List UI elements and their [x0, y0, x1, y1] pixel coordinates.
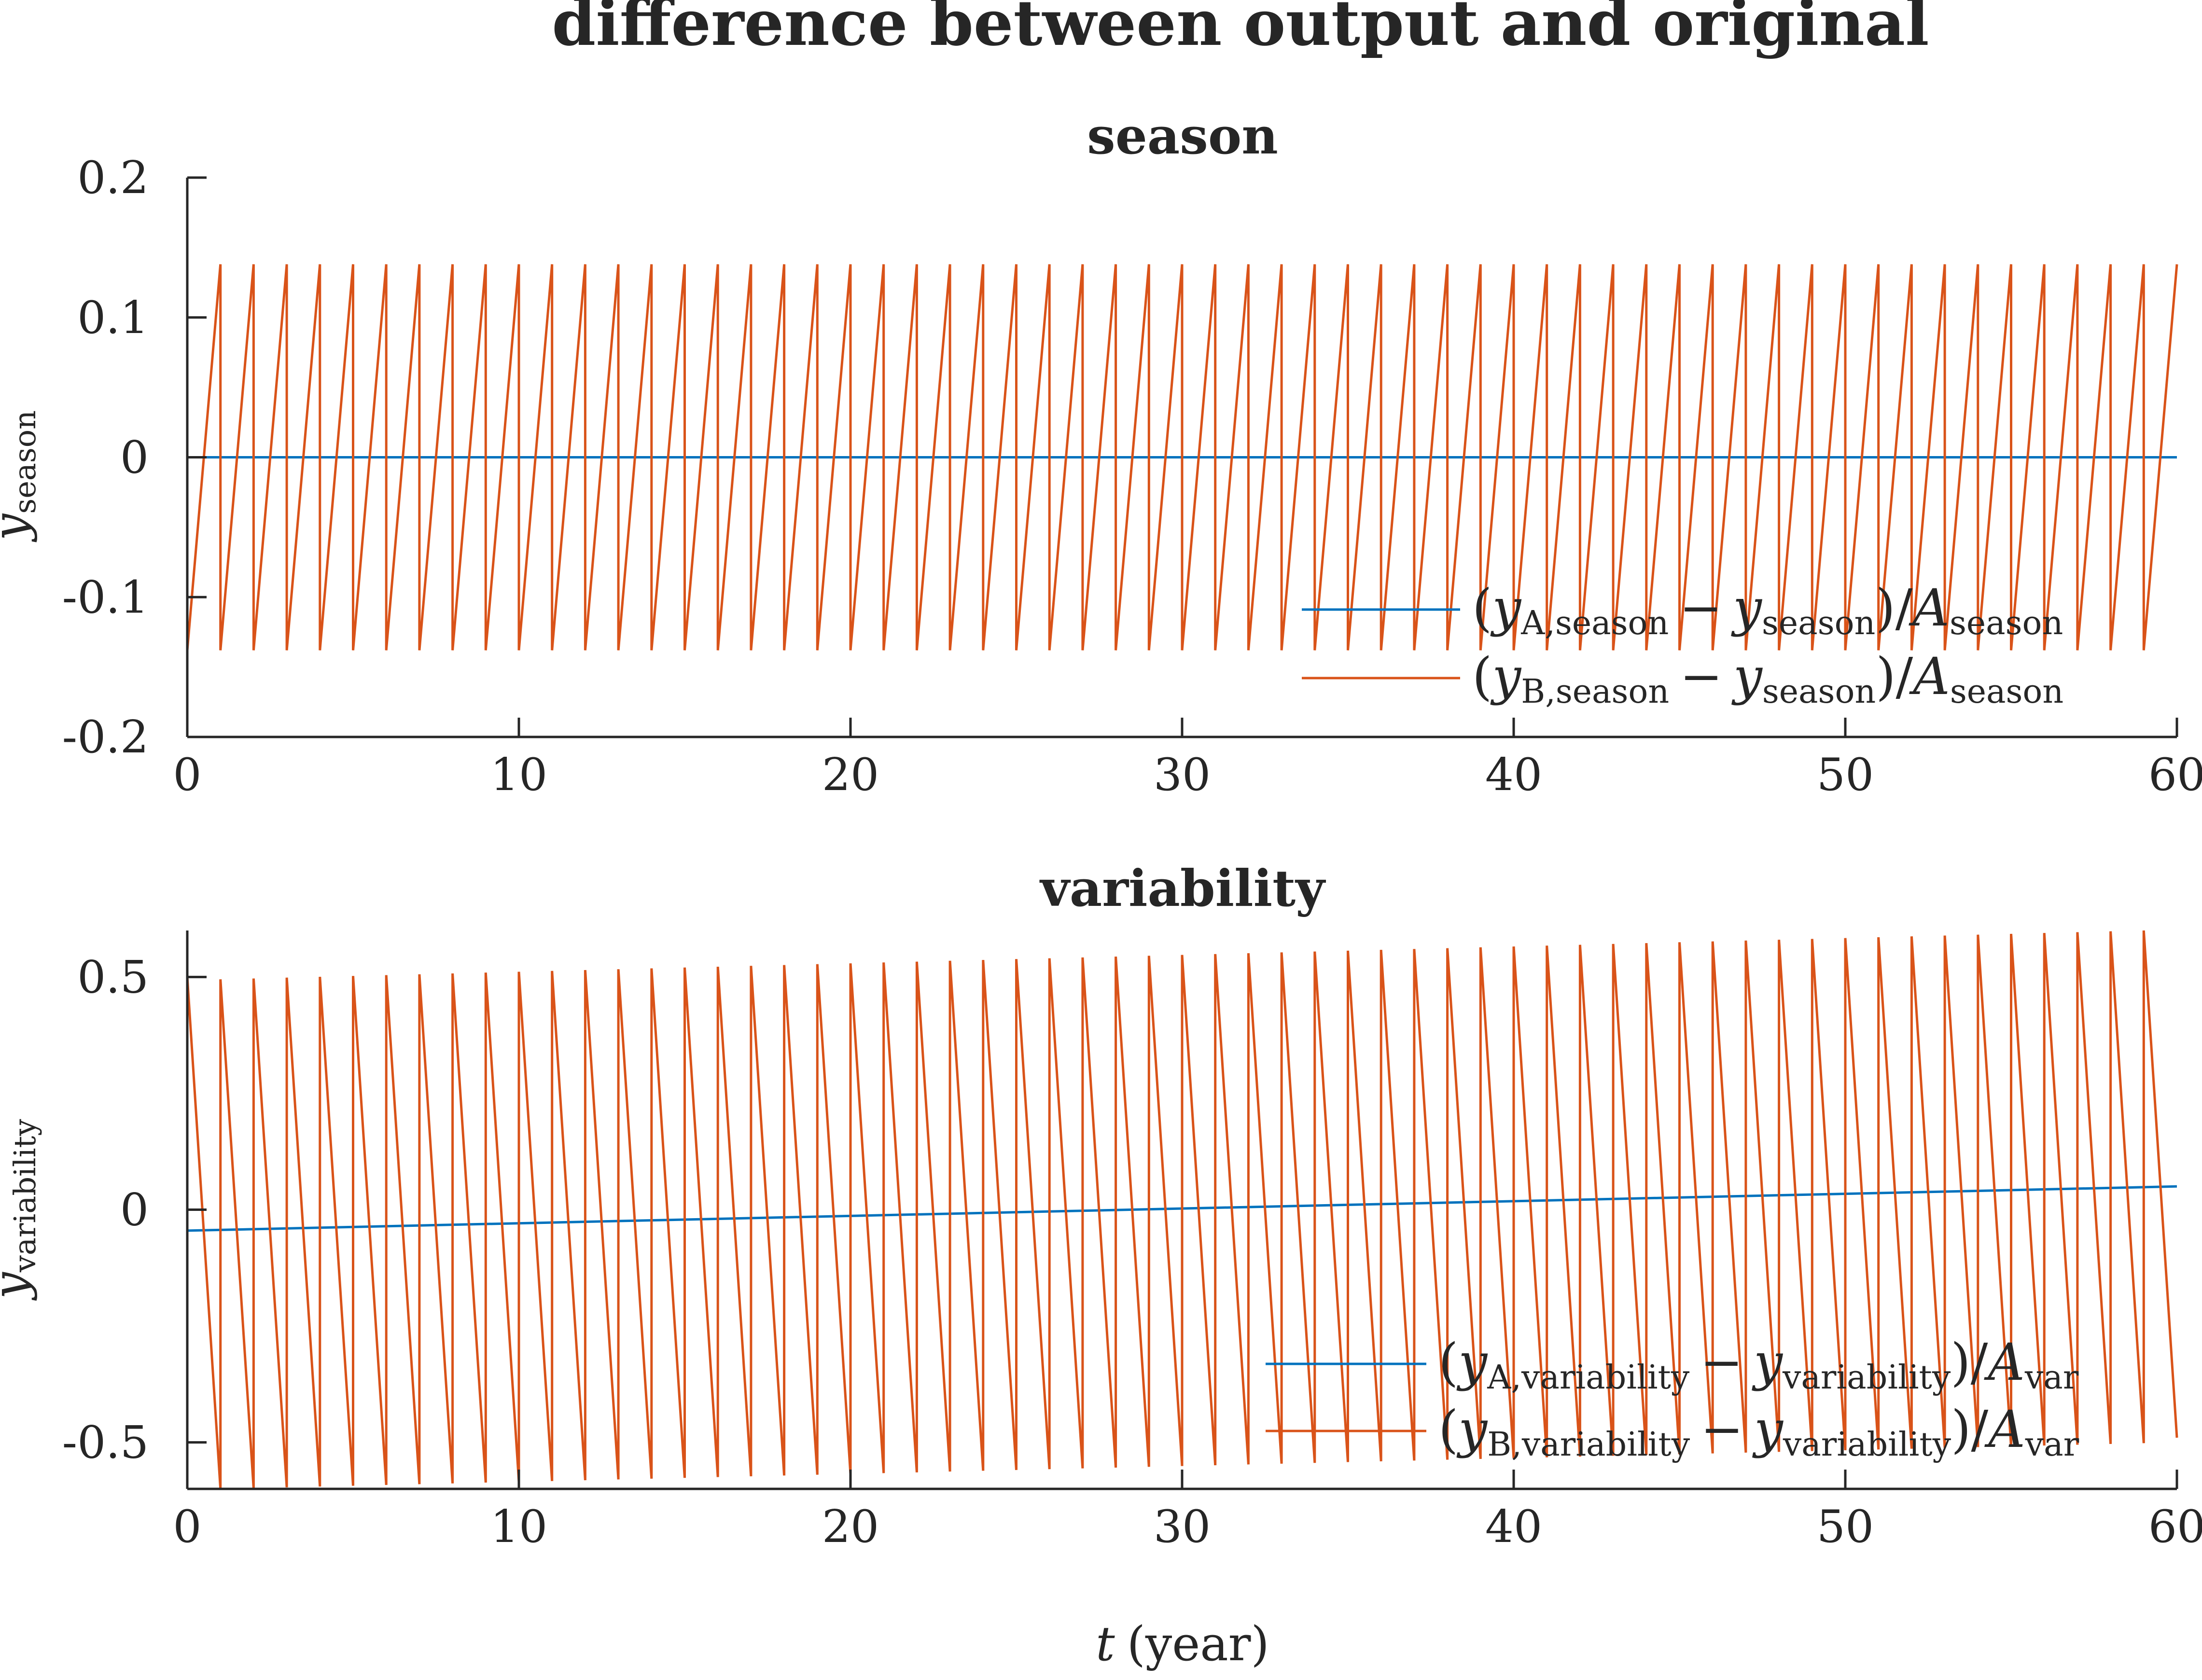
x-tick-label: 20 — [822, 1500, 879, 1553]
season-ylabel: yseason — [0, 410, 42, 542]
x-tick-label: 30 — [1154, 1500, 1211, 1553]
x-tick-label: 60 — [2148, 1500, 2202, 1553]
season-panel: season 0 10 20 30 40 50 60 -0.2 -0.1 0 0.1 0.2 ysea… — [0, 106, 2202, 801]
variability-panel: variability 0 10 20 30 40 50 60 -0.5 0 0.5 yvaria… — [0, 859, 2202, 1672]
y-tick-label: 0.2 — [77, 152, 149, 204]
season-panel-title: season — [1087, 106, 1278, 166]
x-tick-label: 0 — [173, 1500, 201, 1553]
y-tick-label: 0.5 — [77, 951, 149, 1003]
x-tick-label: 30 — [1154, 749, 1211, 801]
variability-xlabel: t (year) — [1096, 1617, 1269, 1672]
variability-panel-title: variability — [1039, 859, 1326, 918]
y-tick-label: -0.5 — [62, 1416, 149, 1469]
variability-legend: (yA,variability − yvariability)/Avar (yB,v… — [1266, 1333, 2079, 1464]
variability-plot-lines — [187, 930, 2178, 1489]
figure-title: difference between output and original — [552, 0, 1929, 60]
x-tick-label: 0 — [173, 749, 201, 801]
variability-legend-entry-a: (yA,variability − yvariability)/Avar — [1438, 1333, 2079, 1397]
x-tick-label: 40 — [1485, 1500, 1542, 1553]
x-tick-label: 40 — [1485, 749, 1542, 801]
season-legend: (yA,season − yseason)/Aseason (yB,season − y… — [1302, 578, 2063, 711]
x-tick-label: 50 — [1817, 1500, 1874, 1553]
x-tick-label: 50 — [1817, 749, 1874, 801]
variability-ylabel: yvariability — [0, 1119, 42, 1301]
season-axes: 0 10 20 30 40 50 60 -0.2 -0.1 0 0.1 0.2 — [62, 152, 2202, 801]
x-tick-label: 10 — [490, 1500, 547, 1553]
x-tick-label: 20 — [822, 749, 879, 801]
variability-legend-entry-b: (yB,variability − yvariability)/Avar — [1438, 1400, 2079, 1464]
season-plot-lines — [187, 264, 2178, 651]
season-legend-entry-b: (yB,season − yseason)/Aseason — [1472, 647, 2063, 711]
y-tick-label: 0 — [120, 431, 149, 484]
y-tick-label: -0.1 — [62, 571, 149, 623]
x-tick-label: 60 — [2148, 749, 2202, 801]
y-tick-label: 0 — [120, 1184, 149, 1236]
y-tick-label: 0.1 — [77, 292, 149, 344]
x-tick-label: 10 — [490, 749, 547, 801]
series-b-line — [187, 264, 2178, 651]
y-tick-label: -0.2 — [62, 711, 149, 763]
season-legend-entry-a: (yA,season − yseason)/Aseason — [1472, 578, 2063, 642]
series-b-line — [187, 930, 2178, 1489]
variability-axes: 0 10 20 30 40 50 60 -0.5 0 0.5 — [62, 930, 2202, 1553]
